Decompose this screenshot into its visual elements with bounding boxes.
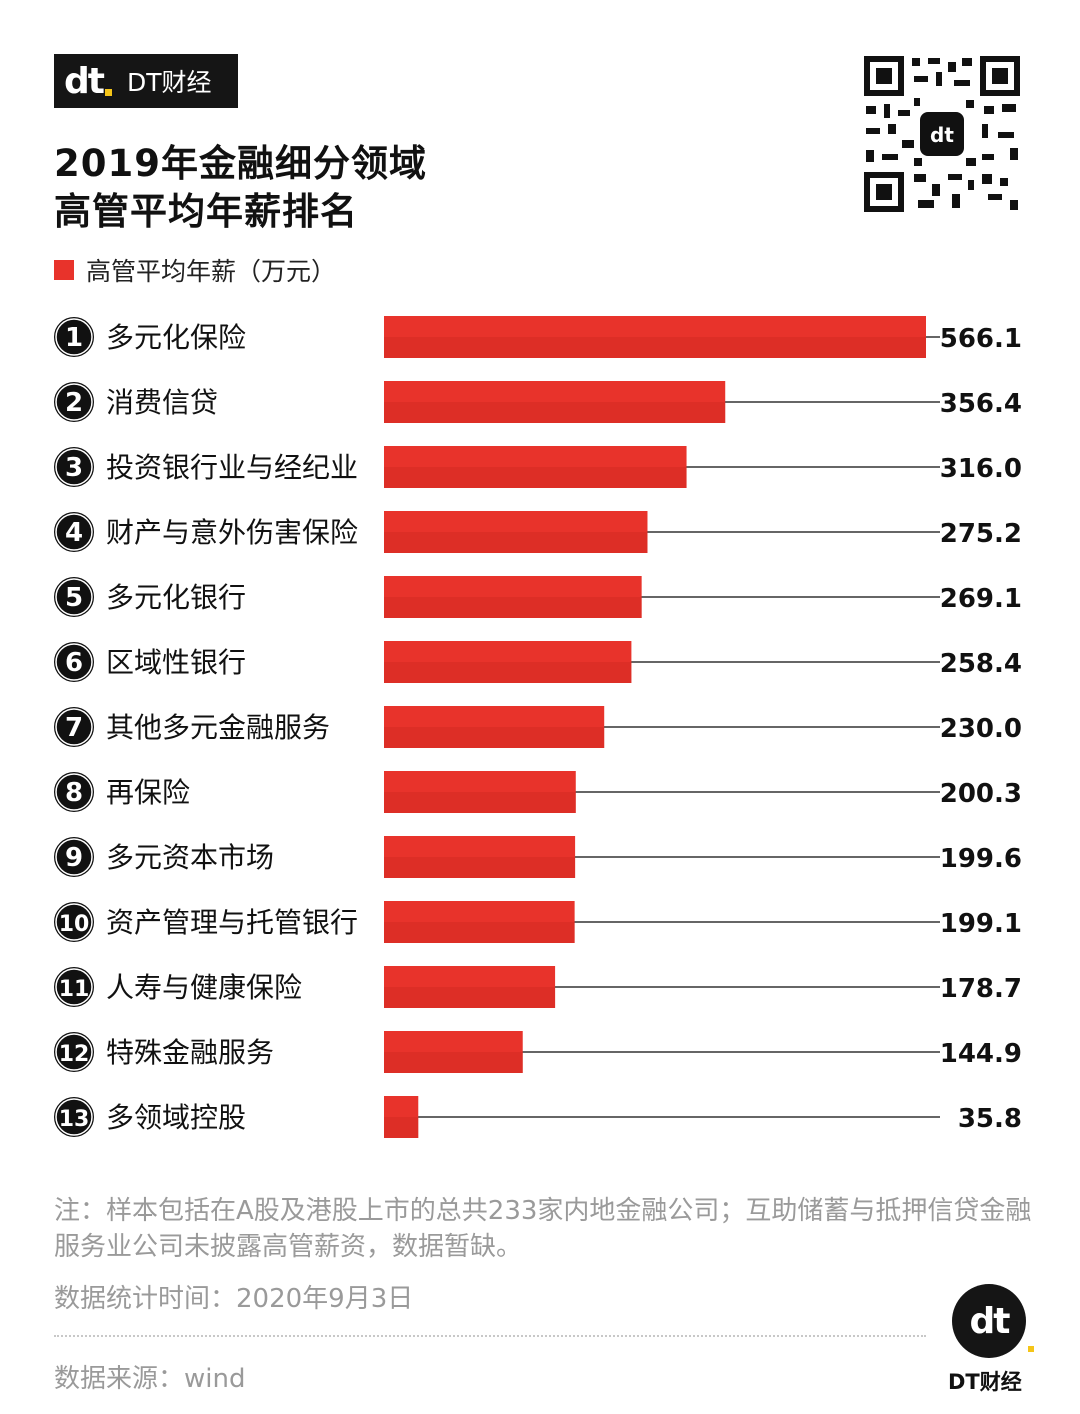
rank-number: 3 (65, 453, 83, 483)
bar (384, 836, 576, 878)
bar-shade (384, 987, 556, 1008)
value-label: 316.0 (940, 454, 1022, 484)
rank-number: 6 (65, 648, 83, 678)
title-line-1: 2019年金融细分领域 (54, 142, 427, 185)
bar (384, 1096, 419, 1138)
bar-shade (384, 922, 575, 943)
rank-badge (55, 448, 93, 486)
bar (384, 966, 556, 1008)
rank-number: 9 (65, 843, 83, 873)
category-label: 消费信贷 (106, 386, 218, 419)
rank-number: 10 (59, 912, 90, 937)
rank-badge (55, 643, 93, 681)
rank-number: 8 (65, 778, 83, 808)
bar (384, 706, 605, 748)
bar-chart: 1 多元化保险 566.1 2 消费信贷 356.4 3 投资银行业与经纪业 316.0 4 财产与… (52, 315, 1022, 1139)
bar (384, 511, 648, 553)
value-label: 199.6 (940, 844, 1022, 874)
value-label: 144.9 (940, 1039, 1022, 1069)
bar (384, 446, 687, 488)
corner-brand-name: DT财经 (948, 1370, 1022, 1394)
chart-title: 2019年金融细分领域 高管平均年薪排名 (54, 140, 427, 236)
rank-number: 4 (65, 518, 83, 548)
brand-badge: dt DT财经 (54, 54, 238, 108)
rank-number: 2 (65, 388, 83, 418)
rank-badge (55, 1098, 93, 1136)
divider (54, 1335, 926, 1337)
category-label: 多领域控股 (106, 1101, 246, 1134)
bar-shade (384, 337, 926, 358)
value-label: 566.1 (940, 324, 1022, 354)
rank-badge (55, 1033, 93, 1071)
rank-number: 1 (65, 323, 83, 353)
dt-corner-logo-icon: dt (952, 1284, 1034, 1358)
category-label: 投资银行业与经纪业 (106, 451, 358, 484)
bar-shade (384, 1117, 419, 1138)
rank-number: 7 (65, 713, 83, 743)
dt-logo-icon: dt (64, 61, 112, 102)
rank-badge (55, 383, 93, 421)
bar (384, 1031, 523, 1073)
category-label: 资产管理与托管银行 (106, 906, 358, 939)
value-label: 269.1 (940, 584, 1022, 614)
footnote: 注：样本包括在A股及港股上市的总共233家内地金融公司；互助储蓄与抵押信贷金融服… (54, 1196, 1032, 1262)
title-line-2: 高管平均年薪排名 (54, 190, 358, 233)
bar (384, 641, 632, 683)
category-label: 财产与意外伤害保险 (106, 516, 358, 549)
category-label: 区域性银行 (106, 646, 246, 679)
rank-number: 5 (65, 583, 83, 613)
value-label: 200.3 (940, 779, 1022, 809)
brand-name: DT财经 (126, 68, 212, 97)
bar (384, 771, 576, 813)
bar-shade (384, 662, 632, 683)
legend: 高管平均年薪（万元） (54, 252, 336, 288)
bar-shade (384, 727, 605, 748)
rank-badge (55, 708, 93, 746)
bar-shade (384, 792, 576, 813)
bar (384, 381, 726, 423)
category-label: 多元资本市场 (106, 841, 274, 874)
value-label: 199.1 (940, 909, 1022, 939)
rank-number: 12 (59, 1042, 90, 1067)
rank-badge (55, 513, 93, 551)
rank-badge (55, 773, 93, 811)
value-label: 35.8 (958, 1104, 1022, 1134)
bar (384, 901, 575, 943)
rank-number: 13 (59, 1107, 90, 1132)
bar-shade (384, 1052, 523, 1073)
rank-badge (55, 968, 93, 1006)
bar-shade (384, 467, 687, 488)
value-label: 178.7 (940, 974, 1022, 1004)
data-source: 数据来源：wind (54, 1364, 246, 1394)
stat-time: 数据统计时间：2020年9月3日 (54, 1284, 414, 1314)
rank-badge (55, 578, 93, 616)
qr-code-icon: dt (862, 54, 1022, 214)
category-label: 再保险 (106, 776, 190, 809)
category-label: 多元化保险 (106, 321, 246, 354)
bar (384, 576, 642, 618)
bar-shade (384, 402, 726, 423)
bar-shade (384, 532, 648, 553)
category-label: 其他多元金融服务 (106, 711, 330, 744)
value-label: 258.4 (940, 649, 1022, 679)
category-label: 特殊金融服务 (106, 1036, 274, 1069)
legend-label: 高管平均年薪（万元） (86, 257, 337, 286)
value-label: 275.2 (940, 519, 1022, 549)
rank-number: 11 (59, 977, 90, 1002)
rank-badge (55, 838, 93, 876)
bar (384, 316, 926, 358)
bar-shade (384, 597, 642, 618)
category-label: 多元化银行 (106, 581, 246, 614)
value-label: 356.4 (940, 389, 1022, 419)
legend-swatch (54, 260, 74, 280)
rank-badge (55, 318, 93, 356)
rank-badge (55, 903, 93, 941)
category-label: 人寿与健康保险 (106, 971, 302, 1004)
value-label: 230.0 (940, 714, 1022, 744)
bar-shade (384, 857, 576, 878)
svg-text:dt: dt (930, 123, 954, 147)
